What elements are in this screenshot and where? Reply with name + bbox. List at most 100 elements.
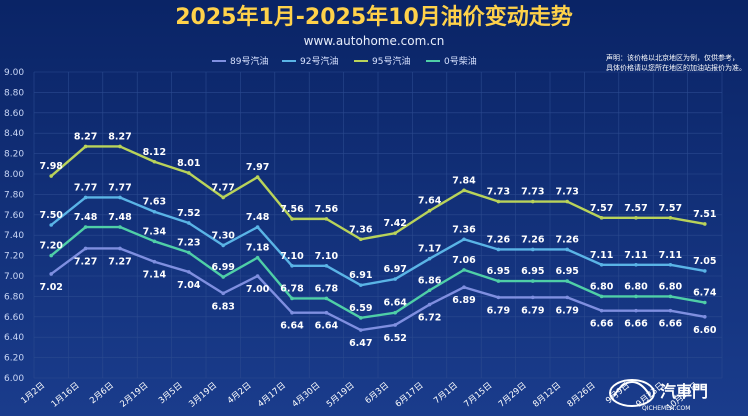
data-label: 8.01 (177, 158, 200, 169)
data-label: 7.11 (590, 250, 613, 261)
data-label: 7.57 (590, 203, 613, 214)
chart-subtitle: www.autohome.com.cn (304, 34, 445, 48)
series-lines (49, 144, 707, 332)
data-point (152, 209, 157, 214)
data-point (462, 285, 466, 290)
data-point (255, 175, 260, 179)
data-point (187, 250, 191, 255)
data-point (221, 195, 225, 200)
data-point (668, 216, 673, 220)
data-label: 7.04 (177, 280, 201, 291)
data-point (49, 253, 53, 258)
note-line: 声明：该价格以北京地区为例，仅供参考， (606, 53, 739, 62)
y-tick-label: 8.80 (4, 88, 24, 98)
data-label: 7.77 (74, 182, 97, 193)
data-label: 7.00 (246, 284, 270, 295)
data-point (152, 259, 157, 264)
data-label: 6.97 (383, 264, 406, 275)
data-label: 7.97 (246, 162, 269, 173)
data-label: 6.78 (280, 283, 304, 294)
y-tick-label: 6.00 (4, 374, 24, 384)
data-label: 7.10 (315, 251, 339, 262)
data-label: 6.95 (487, 266, 510, 277)
data-label: 7.26 (521, 234, 545, 245)
data-label: 7.48 (74, 212, 98, 223)
data-point (496, 199, 501, 204)
data-point (152, 159, 157, 164)
data-point (290, 296, 294, 301)
chart-title: 2025年1月-2025年10月油价变动走势 (175, 4, 573, 30)
data-label: 6.64 (383, 298, 407, 309)
data-label: 7.23 (177, 238, 200, 249)
data-point (565, 199, 569, 204)
data-point (290, 217, 294, 221)
y-tick-label: 6.60 (4, 313, 24, 323)
y-tick-label: 8.20 (4, 150, 24, 160)
data-label: 6.78 (315, 283, 339, 294)
brand-sub: QICHEMEN.COM (642, 405, 690, 412)
data-point (599, 294, 604, 299)
y-tick-label: 9.00 (4, 68, 24, 78)
data-label: 7.73 (487, 187, 510, 198)
y-tick-label: 8.00 (4, 170, 24, 180)
data-label: 7.10 (280, 251, 304, 262)
data-label: 6.66 (590, 319, 614, 330)
data-point (221, 291, 225, 296)
data-label: 6.89 (452, 295, 475, 306)
data-label: 7.56 (280, 204, 304, 215)
data-point (531, 199, 535, 204)
data-label: 7.57 (659, 203, 682, 214)
data-label: 7.77 (211, 182, 234, 193)
data-label: 6.79 (521, 305, 544, 316)
data-point (118, 195, 122, 200)
data-label: 7.20 (39, 241, 63, 252)
data-label: 7.17 (418, 244, 441, 255)
y-tick-label: 7.40 (4, 231, 24, 241)
car-logo-icon (609, 379, 655, 407)
data-point (324, 296, 329, 301)
data-point (531, 295, 535, 300)
data-point (187, 270, 191, 274)
data-label: 7.84 (452, 175, 476, 186)
y-tick-label: 7.60 (4, 211, 24, 221)
y-tick-label: 6.80 (4, 292, 24, 302)
data-point (703, 315, 707, 319)
y-tick-label: 6.40 (4, 333, 24, 343)
y-tick-label: 7.00 (4, 272, 24, 282)
data-point (221, 243, 225, 248)
data-point (496, 279, 501, 283)
data-point (668, 262, 673, 267)
data-point (187, 171, 191, 175)
data-labels: 7.02 7.27 7.27 7.14 7.04 6.83 7.00 6.64 6.64 6.47… (39, 131, 716, 349)
data-point (83, 144, 88, 149)
data-point (187, 221, 191, 225)
legend-entry: 92号汽油 (300, 55, 338, 67)
data-point (496, 247, 501, 252)
data-label: 6.95 (555, 266, 578, 277)
data-point (462, 237, 466, 242)
data-point (531, 247, 535, 252)
data-label: 7.56 (315, 204, 339, 215)
data-point (255, 274, 260, 278)
data-label: 7.26 (555, 234, 579, 245)
data-point (531, 279, 535, 283)
data-point (565, 279, 569, 283)
data-label: 7.34 (143, 226, 167, 237)
data-label: 7.98 (39, 161, 63, 172)
data-label: 7.64 (418, 196, 442, 207)
data-label: 8.12 (143, 147, 166, 158)
data-point (427, 288, 432, 293)
data-point (324, 217, 329, 221)
data-label: 7.57 (624, 203, 647, 214)
data-label: 6.72 (418, 313, 441, 324)
car-roof-icon (613, 380, 651, 397)
data-label: 6.79 (487, 305, 510, 316)
data-label: 7.51 (693, 209, 716, 220)
legend-entry: 0号柴油 (444, 55, 477, 67)
brand-logo: 汽車門 QICHEMEN.COM (609, 379, 708, 412)
data-point (359, 316, 363, 320)
data-point (393, 231, 398, 235)
data-label: 7.36 (452, 224, 476, 235)
data-point (599, 308, 604, 313)
